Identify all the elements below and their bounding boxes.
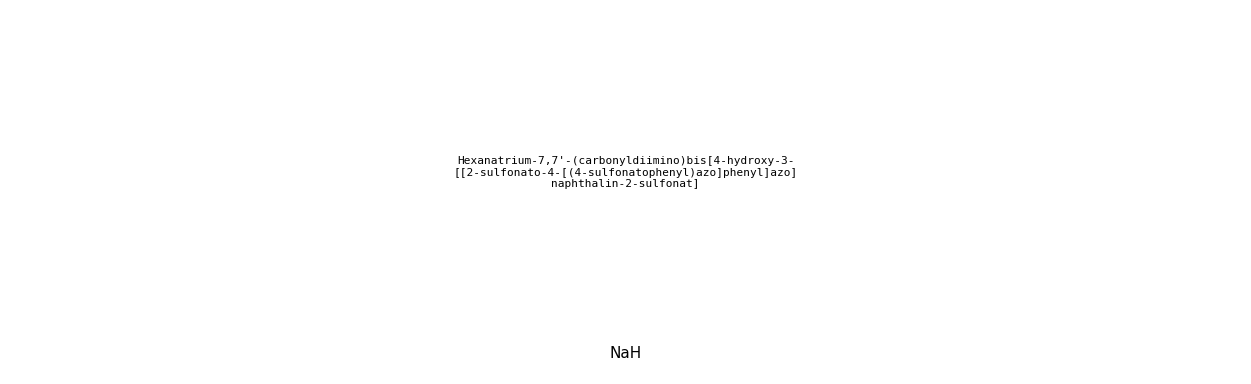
Text: Hexanatrium-7,7'-(carbonyldiimino)bis[4-hydroxy-3-
[[2-sulfonato-4-[(4-sulfonato: Hexanatrium-7,7'-(carbonyldiimino)bis[4-… xyxy=(453,156,798,189)
Text: NaH: NaH xyxy=(609,346,642,361)
